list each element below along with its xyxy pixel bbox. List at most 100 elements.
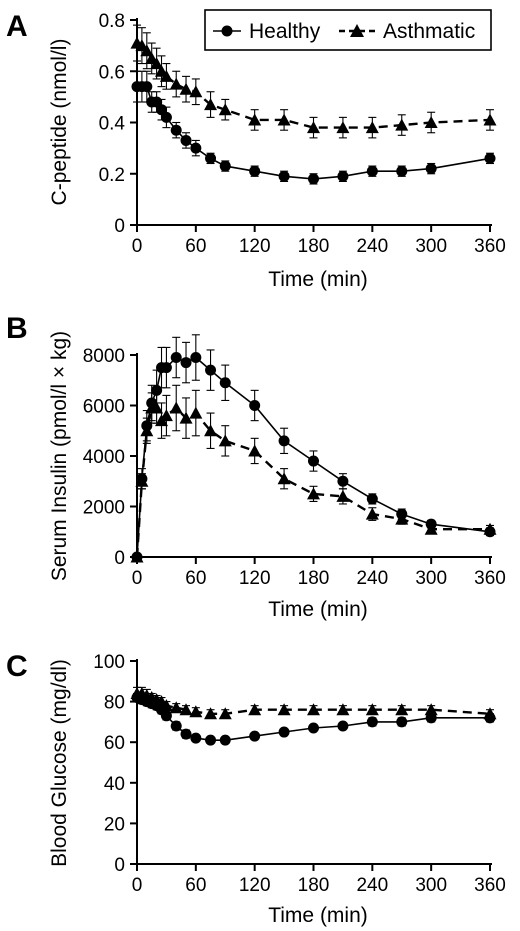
legend-box	[204, 9, 492, 51]
data-point-asthmatic	[179, 703, 193, 716]
data-point-asthmatic	[336, 703, 350, 716]
x-tick-label: 300	[415, 236, 447, 257]
data-point-healthy	[308, 722, 319, 734]
data-point-asthmatic	[424, 703, 438, 716]
data-point-healthy	[160, 362, 172, 374]
data-point-healthy	[278, 726, 290, 738]
panel-letter-a: A	[6, 10, 28, 43]
data-point-asthmatic	[218, 103, 232, 116]
x-axis-label: Time (min)	[268, 268, 368, 291]
data-point-healthy	[249, 400, 261, 411]
y-tick-label: 0.2	[99, 165, 125, 186]
x-tick-label: 120	[239, 236, 271, 257]
y-axis-label: Serum Insulin (pmol/l × kg)	[48, 331, 71, 581]
data-point-asthmatic	[336, 489, 350, 502]
data-point-asthmatic	[189, 85, 203, 98]
data-point-healthy	[366, 716, 378, 728]
y-tick-label: 0.8	[99, 11, 125, 32]
data-point-healthy	[205, 364, 217, 376]
data-point-asthmatic	[483, 113, 497, 126]
x-tick-label: 240	[356, 568, 388, 589]
x-tick-label: 360	[474, 875, 506, 896]
y-tick-label: 0	[114, 855, 125, 876]
x-tick-label: 0	[132, 568, 143, 589]
data-point-asthmatic	[424, 522, 438, 535]
y-tick-label: 60	[104, 733, 125, 754]
data-point-asthmatic	[248, 703, 262, 716]
panel-letter-c: C	[6, 650, 28, 683]
data-point-healthy	[160, 710, 172, 722]
y-tick-label: 0	[114, 548, 125, 569]
data-point-healthy	[141, 81, 153, 93]
data-point-healthy	[308, 173, 319, 185]
data-point-asthmatic	[277, 472, 291, 485]
y-tick-label: 4000	[83, 447, 125, 468]
data-point-asthmatic	[336, 121, 350, 134]
y-tick-label: 0.6	[99, 62, 125, 83]
y-tick-label: 2000	[83, 498, 125, 519]
data-point-healthy	[219, 160, 231, 172]
data-point-asthmatic	[365, 703, 379, 716]
x-tick-label: 360	[474, 236, 506, 257]
panel-letter-b: B	[6, 312, 28, 345]
x-tick-label: 300	[415, 875, 447, 896]
x-tick-label: 60	[185, 236, 206, 257]
data-point-asthmatic	[135, 474, 149, 487]
x-tick-label: 180	[298, 875, 330, 896]
data-point-healthy	[160, 111, 172, 123]
data-point-asthmatic	[483, 522, 497, 535]
data-point-healthy	[205, 734, 217, 746]
x-axis-label: Time (min)	[268, 598, 368, 621]
data-point-healthy	[396, 165, 408, 177]
data-point-asthmatic	[218, 434, 232, 447]
legend-healthy-marker	[221, 25, 233, 37]
data-point-healthy	[337, 170, 349, 182]
data-point-asthmatic	[395, 512, 409, 525]
data-point-asthmatic	[189, 705, 203, 718]
data-point-healthy	[205, 152, 217, 164]
series-line-asthmatic	[136, 42, 491, 129]
data-point-healthy	[170, 352, 182, 364]
data-point-healthy	[180, 134, 192, 146]
data-point-healthy	[180, 357, 192, 369]
y-tick-label: 0	[114, 216, 125, 237]
data-point-asthmatic	[365, 121, 379, 134]
data-point-asthmatic	[159, 69, 173, 82]
data-point-asthmatic	[159, 409, 173, 422]
data-point-asthmatic	[395, 118, 409, 131]
data-point-asthmatic	[395, 703, 409, 716]
y-tick-label: 100	[93, 652, 125, 673]
data-point-asthmatic	[307, 487, 320, 500]
data-point-healthy	[249, 165, 261, 177]
y-tick-label: 0.4	[99, 114, 126, 135]
x-tick-label: 120	[239, 568, 271, 589]
y-tick-label: 8000	[83, 346, 125, 367]
x-tick-label: 180	[298, 568, 330, 589]
data-point-healthy	[396, 716, 408, 728]
data-point-asthmatic	[140, 424, 154, 437]
x-tick-label: 240	[356, 875, 388, 896]
data-point-healthy	[190, 352, 202, 364]
x-tick-label: 180	[298, 236, 330, 257]
data-point-asthmatic	[218, 707, 232, 720]
data-point-healthy	[180, 728, 192, 740]
data-point-healthy	[425, 163, 437, 175]
data-point-asthmatic	[179, 82, 193, 95]
data-point-asthmatic	[140, 44, 154, 57]
data-point-healthy	[170, 124, 182, 136]
data-point-healthy	[366, 493, 378, 505]
data-point-healthy	[278, 170, 290, 182]
data-point-asthmatic	[150, 57, 164, 70]
legend-asthmatic-label: Asthmatic	[383, 20, 475, 43]
data-point-healthy	[308, 455, 319, 467]
data-point-asthmatic	[365, 507, 379, 520]
data-point-healthy	[366, 165, 378, 177]
panel-c: C 0 60 120 180 240 300 360 0 20 40 60 80 100 Time (m…	[6, 650, 506, 927]
data-point-asthmatic	[277, 113, 291, 126]
data-point-asthmatic	[169, 77, 183, 90]
data-point-healthy	[337, 720, 349, 732]
y-axis-label: C-peptide (nmol/l)	[48, 39, 71, 206]
data-point-healthy	[249, 730, 261, 742]
y-tick-label: 6000	[83, 397, 125, 418]
